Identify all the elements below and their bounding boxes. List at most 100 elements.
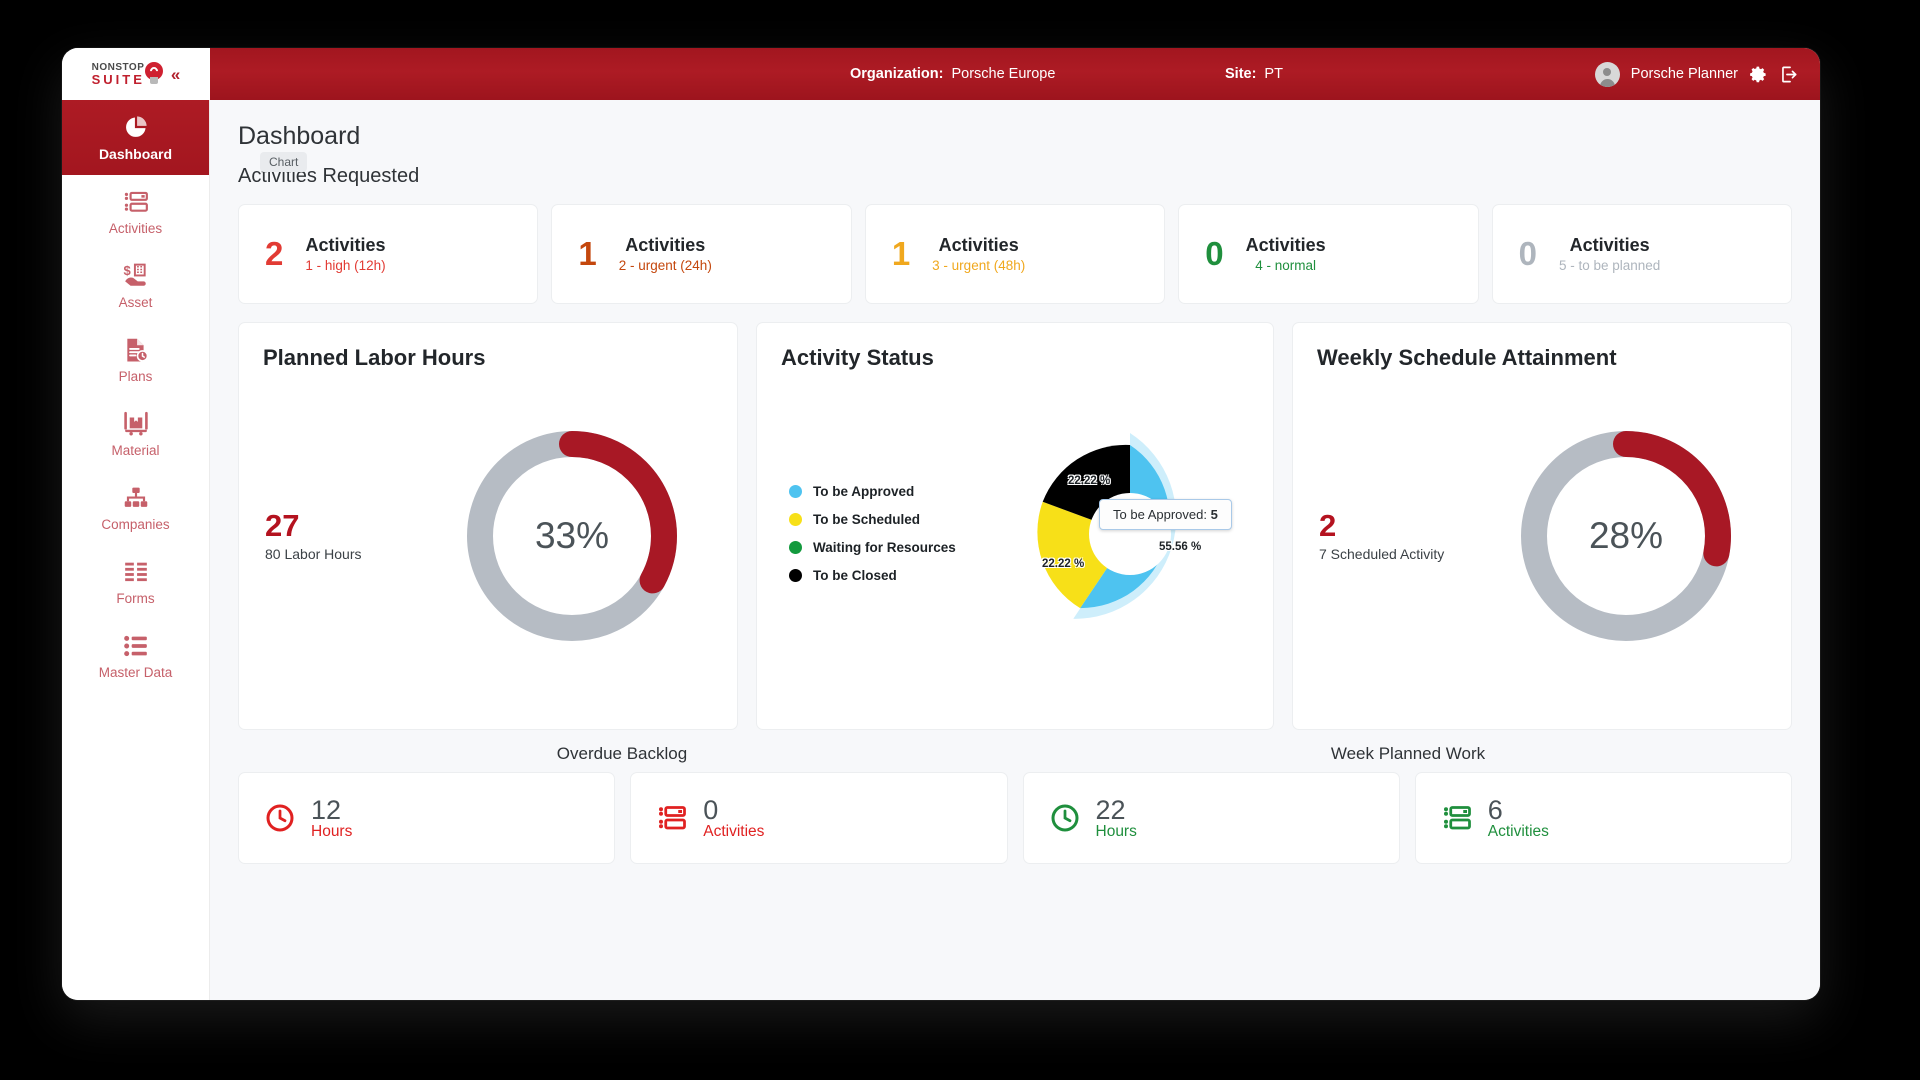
kpi-card-to-be-planned[interactable]: 0 Activities 5 - to be planned <box>1491 204 1793 304</box>
document-clock-icon <box>126 338 148 362</box>
kpi-subtitle: 1 - high (12h) <box>305 258 386 273</box>
legend-label: Waiting for Resources <box>813 540 956 555</box>
planned-labor-percent: 33% <box>534 515 610 556</box>
sidebar-item-label: Plans <box>118 369 153 384</box>
clock-icon <box>266 804 294 832</box>
sidebar-item-plans[interactable]: Plans <box>62 323 209 397</box>
legend-color-swatch <box>789 485 802 498</box>
legend-item-to-be-approved[interactable]: To be Approved <box>789 484 1011 499</box>
legend-label: To be Closed <box>813 568 897 583</box>
org-hierarchy-icon <box>124 487 147 507</box>
activity-status-card: Activity Status To be Approved To be Sch… <box>756 322 1274 730</box>
sidebar-item-label: Dashboard <box>98 146 173 162</box>
body-split: Dashboard Activities $ <box>62 100 1820 1000</box>
pie-chart-icon <box>125 116 147 137</box>
top-strip: NONSTOP SUITE « Organization: Porsche Eu… <box>62 48 1820 100</box>
tooltip-label: To be Approved: <box>1113 506 1207 522</box>
gear-icon[interactable] <box>1749 65 1768 84</box>
sidebar-item-activities[interactable]: Activities <box>62 175 209 249</box>
task-list-icon <box>124 191 148 212</box>
double-chevron-left-icon[interactable]: « <box>170 64 181 84</box>
section-title: Activities Requested <box>238 165 420 187</box>
bottom-cards-row: 12 Hours 0 Activities <box>238 772 1792 864</box>
card-title: Activity Status <box>781 345 934 370</box>
organization-value: Porsche Europe <box>951 66 1056 82</box>
kpi-count: 0 <box>1518 235 1537 272</box>
overdue-backlog-title: Overdue Backlog <box>556 744 688 763</box>
kpi-card-high[interactable]: 2 Activities 1 - high (12h) <box>238 204 539 304</box>
card-title: Weekly Schedule Attainment <box>1317 345 1617 370</box>
charts-row: Planned Labor Hours 27 80 Labor Hours 33… <box>238 322 1792 730</box>
sidebar-item-asset[interactable]: $ Asset <box>62 249 209 323</box>
avatar-icon <box>1594 61 1620 87</box>
sidebar-item-companies[interactable]: Companies <box>62 471 209 545</box>
logout-icon[interactable] <box>1779 65 1798 84</box>
slice-label-to-be-approved: 55.56 % <box>1159 540 1202 553</box>
app-window: NONSTOP SUITE « Organization: Porsche Eu… <box>62 48 1820 1000</box>
week-hours-card[interactable]: 22 Hours <box>1022 772 1400 864</box>
slice-label-to-be-scheduled: 22.22 % <box>1042 557 1085 570</box>
legend-color-swatch <box>789 541 802 554</box>
donut-tooltip: To be Approved: 5 <box>1099 498 1232 530</box>
mini-word: Hours <box>1095 823 1137 841</box>
weekly-attainment-donut[interactable] <box>1506 416 1746 656</box>
site-label: Site: <box>1225 66 1257 82</box>
clock-icon <box>1050 804 1079 832</box>
sidebar-item-dashboard[interactable]: Dashboard <box>62 100 209 175</box>
kpi-word: Activities <box>625 235 706 255</box>
activity-status-donut[interactable] <box>1011 415 1249 653</box>
kpi-subtitle: 5 - to be planned <box>1558 258 1661 273</box>
mini-number: 0 <box>703 794 719 825</box>
bottom-section-headings: Overdue Backlog Week Planned Work <box>238 744 1792 764</box>
sidebar-item-forms[interactable]: Forms <box>62 545 209 619</box>
kpi-word: Activities <box>305 235 386 255</box>
legend-label: To be Approved <box>813 484 915 499</box>
kpi-card-urgent-24h[interactable]: 1 Activities 2 - urgent (24h) <box>551 204 852 304</box>
kpi-count: 1 <box>578 235 597 272</box>
sidebar-item-material[interactable]: Material <box>62 397 209 471</box>
overdue-hours-card[interactable]: 12 Hours <box>238 772 616 864</box>
task-list-icon <box>1443 806 1471 830</box>
legend-item-to-be-closed[interactable]: To be Closed <box>789 568 1011 583</box>
legend-color-swatch <box>789 569 802 582</box>
sidebar-item-label: Master Data <box>98 665 173 680</box>
slice-label-to-be-closed: 22.22 % <box>1068 474 1111 487</box>
organization-label: Organization: <box>850 66 944 82</box>
kpi-subtitle: 3 - urgent (48h) <box>932 258 1026 273</box>
overdue-activities-card[interactable]: 0 Activities <box>630 772 1008 864</box>
kpi-count: 0 <box>1205 235 1224 272</box>
kpi-subtitle: 4 - normal <box>1255 258 1316 273</box>
legend-item-waiting-for-resources[interactable]: Waiting for Resources <box>789 540 1011 555</box>
kpi-card-urgent-48h[interactable]: 1 Activities 3 - urgent (48h) <box>864 204 1166 304</box>
weekly-schedule-attainment-card: Weekly Schedule Attainment 2 7 Scheduled… <box>1292 322 1792 730</box>
weekly-attainment-value: 2 <box>1319 508 1337 543</box>
mini-word: Activities <box>1487 823 1549 841</box>
user-menu[interactable]: Porsche Planner <box>1594 61 1798 87</box>
warehouse-box-icon <box>123 411 148 436</box>
week-activities-card[interactable]: 6 Activities <box>1414 772 1792 864</box>
activity-status-legend: To be Approved To be Scheduled Waiting f… <box>781 484 1011 583</box>
mini-word: Hours <box>311 823 353 841</box>
tooltip-value: 5 <box>1210 506 1218 522</box>
sidebar-item-master-data[interactable]: Master Data <box>62 619 209 693</box>
logo-mark: NONSTOP SUITE <box>92 62 164 86</box>
planned-labor-hours-card: Planned Labor Hours 27 80 Labor Hours 33… <box>238 322 738 730</box>
sidebar-item-label: Material <box>111 443 160 458</box>
weekly-attainment-percent: 28% <box>1588 515 1664 556</box>
sidebar: Dashboard Activities $ <box>62 100 210 1000</box>
planned-labor-caption: 80 Labor Hours <box>265 546 362 562</box>
sidebar-item-label: Asset <box>118 295 153 310</box>
sidebar-item-label: Companies <box>101 517 170 532</box>
site-display: Site: PT <box>1225 66 1283 82</box>
kpi-count: 2 <box>265 235 284 272</box>
legend-item-to-be-scheduled[interactable]: To be Scheduled <box>789 512 1011 527</box>
activities-requested-cards: 2 Activities 1 - high (12h) 1 Activities… <box>238 204 1793 304</box>
mini-number: 6 <box>1487 794 1503 825</box>
mini-word: Activities <box>703 823 765 841</box>
kpi-card-normal[interactable]: 0 Activities 4 - normal <box>1178 204 1479 304</box>
kpi-word: Activities <box>1245 235 1326 255</box>
planned-labor-donut[interactable] <box>452 416 692 656</box>
week-planned-work-title: Week Planned Work <box>1330 744 1486 763</box>
kpi-subtitle: 2 - urgent (24h) <box>618 258 712 273</box>
brand-logo[interactable]: NONSTOP SUITE « <box>62 48 210 100</box>
